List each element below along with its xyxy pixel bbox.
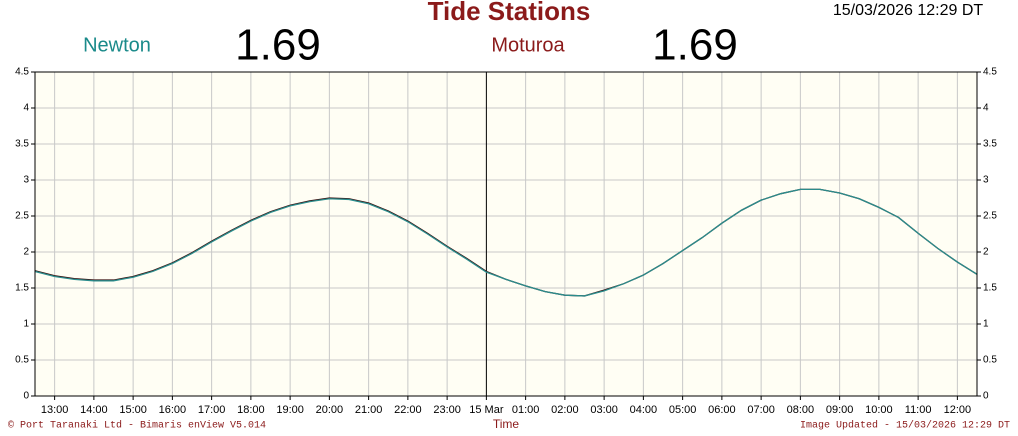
y-tick-label: 2.5 [15,211,29,222]
x-tick-label: 23:00 [433,404,461,416]
x-tick-label: 18:00 [237,404,265,416]
x-tick-label: 13:00 [41,404,69,416]
x-tick-label: 01:00 [512,404,540,416]
x-tick-label: 15 Mar [469,404,504,416]
x-tick-label: 10:00 [865,404,893,416]
x-tick-label: 08:00 [787,404,815,416]
timestamp: 15/03/2026 12:29 DT [833,2,984,19]
plot-area [35,72,977,396]
x-tick-label: 17:00 [198,404,226,416]
copyright: © Port Taranaki Ltd - Bimaris enView V5.… [8,420,266,432]
x-tick-label: 20:00 [316,404,344,416]
y2-tick-label: 3 [983,175,989,186]
x-tick-label: 16:00 [159,404,187,416]
grid [35,71,977,397]
x-tick-label: 04:00 [630,404,658,416]
y2-tick-label: 4.5 [983,67,997,78]
x-tick-label: 05:00 [669,404,697,416]
y-tick-label: 0.5 [15,355,29,366]
plot-frame [34,71,978,397]
y-tick-label: 1 [23,319,29,330]
y2-tick-label: 0 [983,391,989,402]
station-reading: 1.69 [235,21,321,70]
y-tick-label: 0 [23,391,29,402]
y-tick-label: 4 [23,103,29,114]
y2-tick-label: 0.5 [983,355,997,366]
chart-title: Tide Stations [428,0,591,26]
x-tick-label: 11:00 [905,404,932,416]
y-tick-label: 3.5 [15,139,29,150]
y2-tick-label: 2 [983,247,989,258]
x-tick-label: 12:00 [944,404,972,416]
y2-tick-label: 1 [983,319,989,330]
y-tick-label: 4.5 [15,67,29,78]
lines [34,72,978,396]
y-tick-label: 2 [23,247,29,258]
y2-tick-label: 4 [983,103,989,114]
x-tick-label: 14:00 [80,404,108,416]
y-tick-label: 3 [23,175,29,186]
y-tick-label: 1.5 [15,283,29,294]
x-axis-label: Time [493,417,520,431]
series-line [34,188,978,297]
y2-tick-label: 1.5 [983,283,997,294]
x-tick-label: 19:00 [276,404,304,416]
x-tick-label: 02:00 [551,404,579,416]
y2-tick-label: 3.5 [983,139,997,150]
station-name: Moturoa [491,34,565,56]
x-tick-label: 03:00 [590,404,618,416]
station-name: Newton [83,34,151,56]
x-tick-label: 15:00 [119,404,147,416]
x-tick-label: 21:00 [355,404,383,416]
x-tick-label: 06:00 [708,404,736,416]
x-tick-label: 07:00 [747,404,775,416]
station-reading: 1.69 [652,21,738,70]
x-tick-label: 22:00 [394,404,422,416]
x-tick-label: 09:00 [826,404,854,416]
y2-tick-label: 2.5 [983,211,997,222]
updated: Image Updated - 15/03/2026 12:29 DT [800,420,1010,432]
